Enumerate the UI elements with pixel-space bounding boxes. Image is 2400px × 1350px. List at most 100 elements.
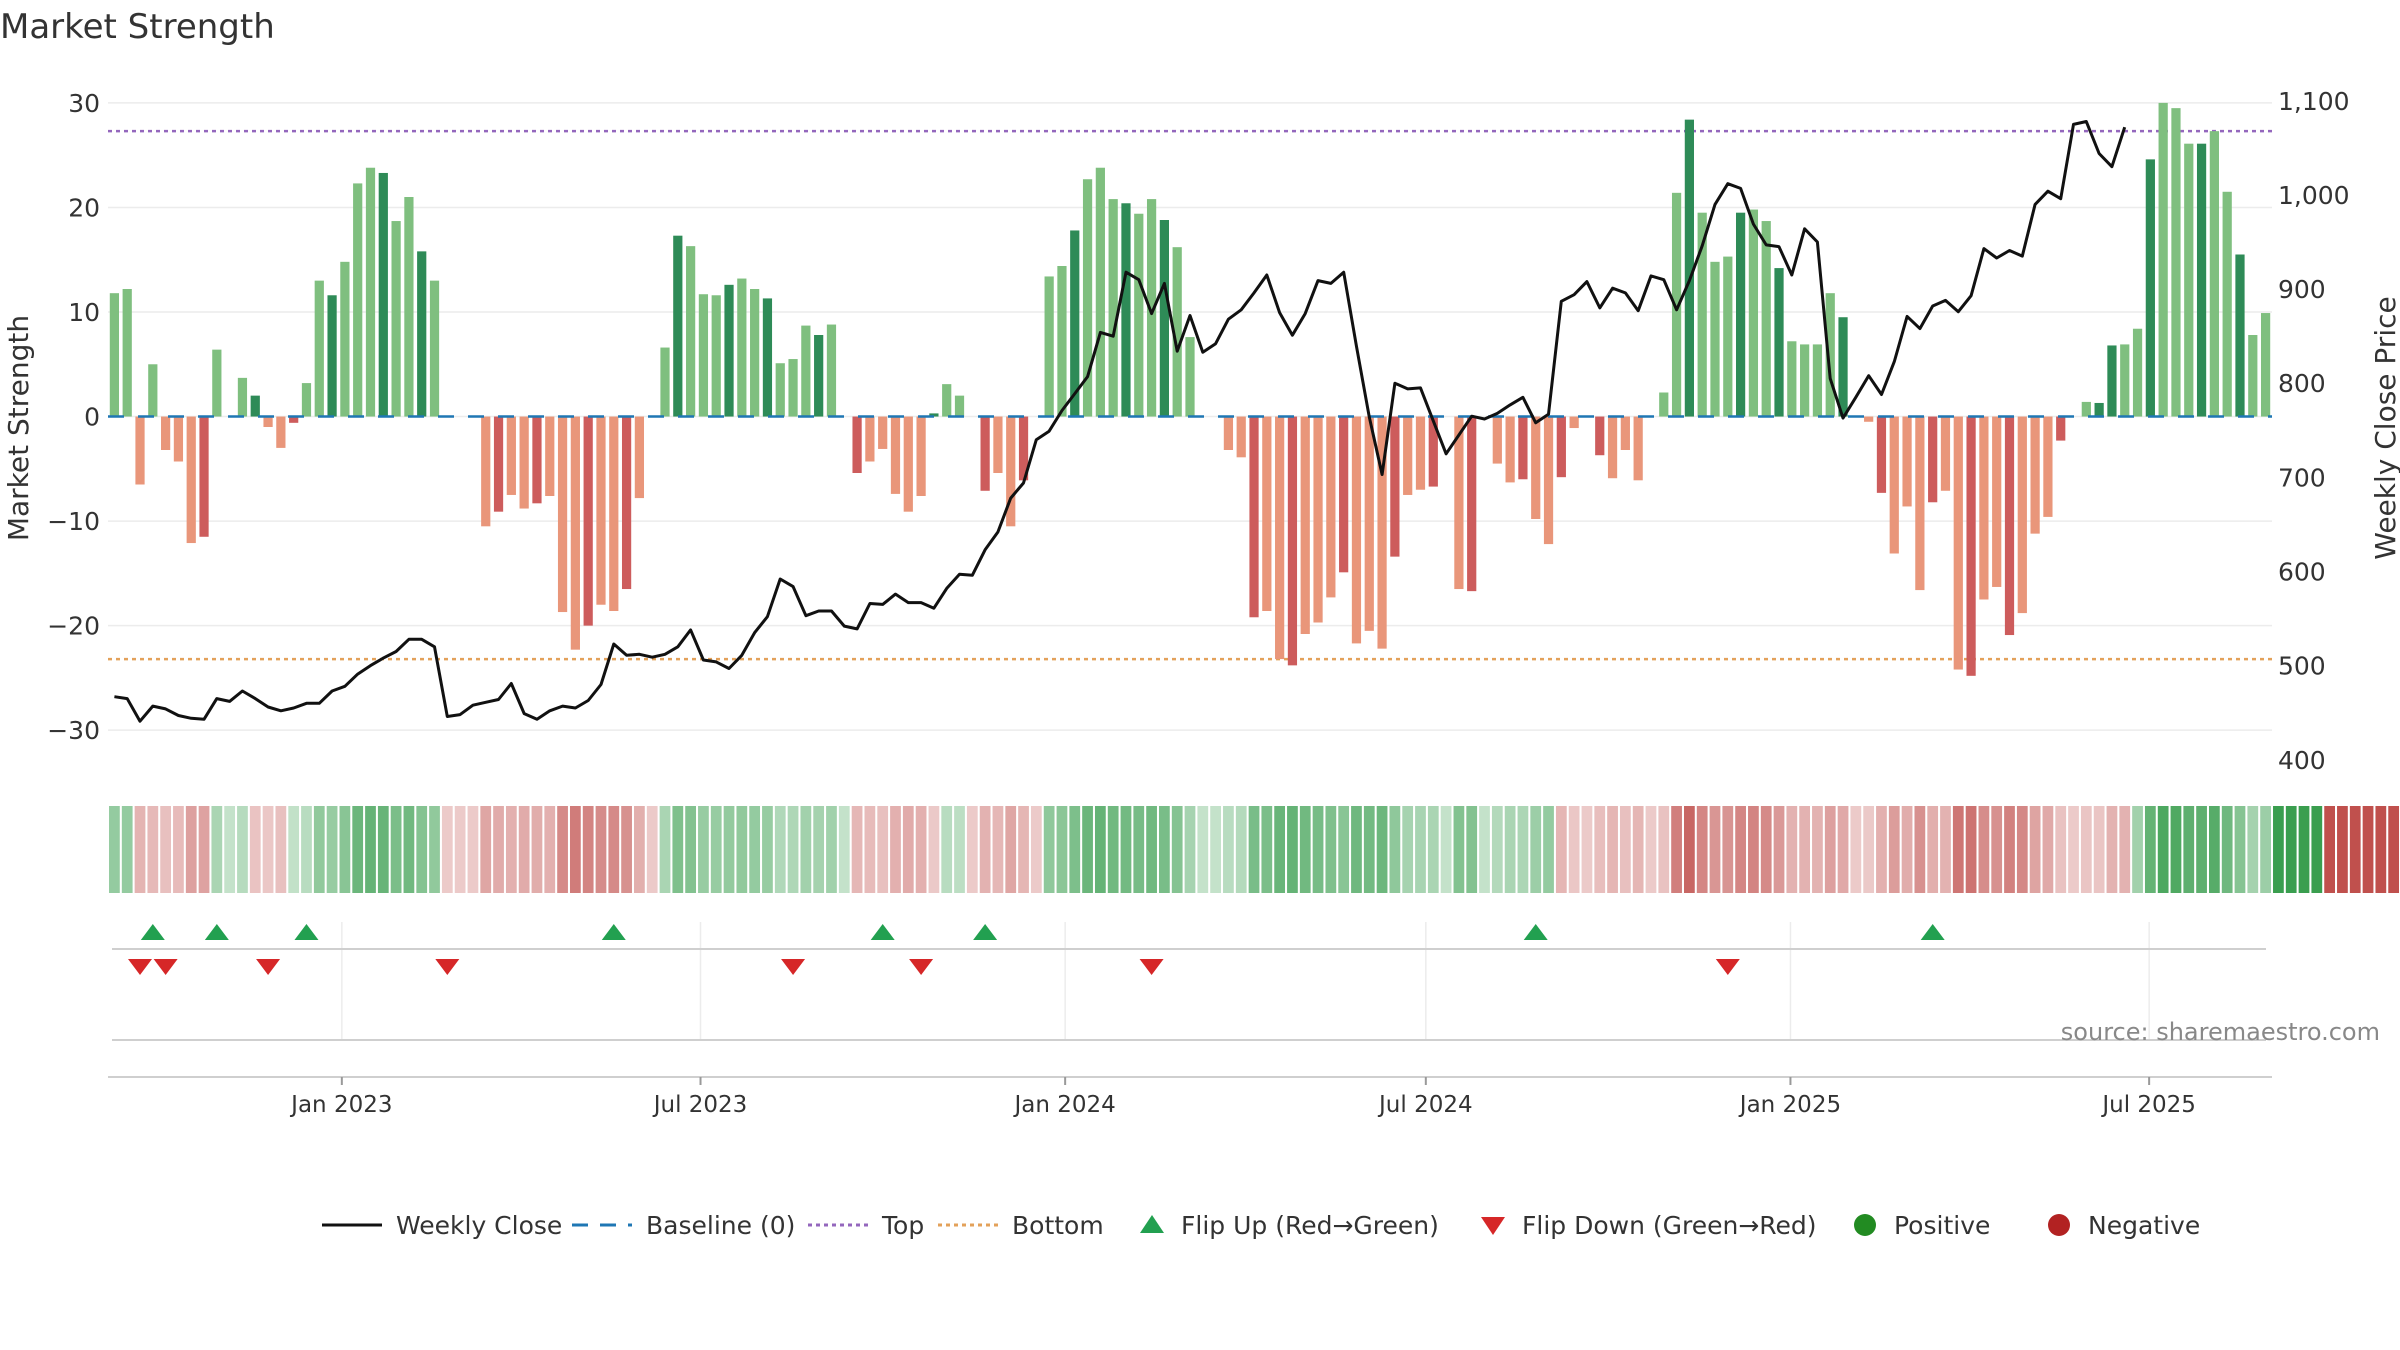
- strength-bar-122: [1671, 192, 1682, 417]
- legend-label-5: Flip Down (Green→Red): [1522, 1211, 1817, 1240]
- strength-bar-20: [365, 167, 376, 417]
- regime-cell-134: [1824, 806, 1836, 893]
- y2-tick-label: 900: [2278, 275, 2326, 304]
- strength-bar-145: [1966, 416, 1976, 676]
- regime-cell-49: [736, 806, 748, 893]
- legend-swatch-5: [1481, 1217, 1505, 1235]
- regime-cell-156: [2106, 806, 2118, 893]
- strength-bar-60: [878, 416, 888, 449]
- regime-cell-145: [1965, 806, 1977, 893]
- regime-cell-48: [723, 806, 735, 893]
- regime-cell-92: [1287, 806, 1298, 893]
- regime-cell-114: [1568, 806, 1580, 893]
- regime-cell-89: [1248, 806, 1260, 893]
- strength-bar-44: [673, 235, 683, 417]
- strength-bar-47: [711, 295, 721, 417]
- strength-bar-101: [1403, 416, 1413, 495]
- strength-bar-51: [762, 298, 773, 417]
- regime-cell-111: [1530, 806, 1542, 893]
- strength-bar-35: [557, 416, 568, 613]
- flip-down-marker: [435, 959, 460, 975]
- regime-cell-69: [992, 806, 1004, 893]
- flip-markers-panel: [112, 924, 2266, 1041]
- strength-bar-131: [1787, 341, 1797, 417]
- regime-cell-62: [902, 806, 914, 893]
- strength-bar-158: [2132, 328, 2143, 417]
- strength-bar-95: [1326, 416, 1336, 598]
- y-axis-right: 1,100 1,000 900 800 700 600 500 400: [2278, 87, 2350, 775]
- strength-bar-112: [1543, 416, 1554, 545]
- flip-down-marker: [781, 959, 806, 975]
- strength-bar-81: [1146, 199, 1157, 417]
- regime-cell-64: [928, 806, 940, 893]
- regime-cell-37: [582, 806, 594, 893]
- regime-cell-143: [1940, 806, 1951, 893]
- regime-cell-157: [2119, 806, 2131, 893]
- strength-bar-90: [1262, 416, 1272, 611]
- regime-cell-77: [1094, 806, 1106, 893]
- regime-cell-132: [1799, 806, 1811, 893]
- strength-bar-75: [1070, 230, 1080, 417]
- y-axis-left: 30 20 10 0 −10 −20 −30: [47, 89, 100, 745]
- strength-bar-121: [1659, 392, 1669, 417]
- strength-bar-99: [1377, 416, 1387, 649]
- legend-swatch-6: [1854, 1214, 1876, 1236]
- regime-cell-101: [1402, 806, 1414, 893]
- regime-cell-45: [685, 806, 696, 893]
- regime-cell-66: [954, 806, 965, 893]
- strength-bar-39: [609, 416, 619, 611]
- strength-bar-30: [493, 416, 504, 512]
- regime-cell-85: [1197, 806, 1209, 893]
- strength-bar-83: [1172, 247, 1182, 417]
- strength-bar-150: [2030, 416, 2040, 534]
- strength-bar-24: [417, 251, 427, 417]
- strength-bar-21: [378, 172, 388, 417]
- regime-cell-1: [121, 806, 133, 893]
- regime-cell-102: [1415, 806, 1426, 893]
- weekly-close-series: [114, 120, 2127, 723]
- y-tick-label: 30: [68, 89, 100, 118]
- regime-cell-122: [1671, 806, 1682, 893]
- strength-bar-105: [1454, 416, 1464, 590]
- strength-bar-92: [1287, 416, 1298, 666]
- strength-bar-41: [634, 416, 645, 499]
- strength-bar-166: [2235, 254, 2245, 417]
- strength-bar-11: [250, 395, 260, 417]
- strength-bar-110: [1518, 416, 1528, 480]
- regime-cell-40: [621, 806, 632, 893]
- x-axis: Jan 2023 Jul 2023 Jan 2024 Jul 2024 Jan 2025…: [108, 1076, 2272, 1118]
- strength-bar-100: [1390, 416, 1400, 557]
- strength-bar-168: [2260, 313, 2271, 417]
- regime-cell-113: [1555, 806, 1567, 893]
- strength-bar-119: [1633, 416, 1643, 481]
- strength-bar-146: [1979, 416, 1989, 600]
- regime-cell-46: [698, 806, 709, 893]
- strength-bar-140: [1902, 416, 1912, 507]
- legend-label-6: Positive: [1894, 1211, 1990, 1240]
- regime-cell-51: [762, 806, 773, 893]
- regime-cell-121: [1658, 806, 1670, 893]
- regime-cell-18: [339, 806, 351, 893]
- regime-cell-129: [1760, 806, 1772, 893]
- regime-cell-168: [2260, 806, 2271, 893]
- regime-cell-52: [774, 806, 786, 893]
- regime-cell-93: [1299, 806, 1311, 893]
- flip-down-marker: [128, 959, 153, 975]
- regime-cell-73: [1043, 806, 1055, 893]
- regime-cell-34: [544, 806, 556, 893]
- flip-up-marker: [870, 924, 895, 940]
- strength-bar-32: [519, 416, 529, 509]
- strength-bar-167: [2248, 335, 2258, 417]
- regime-cell-158: [2132, 806, 2143, 893]
- regime-cell-23: [403, 806, 415, 893]
- legend-label-2: Top: [881, 1211, 924, 1240]
- regime-cell-95: [1325, 806, 1337, 893]
- regime-cell-72: [1030, 806, 1042, 893]
- regime-cell-79: [1120, 806, 1132, 893]
- regime-cell-118: [1619, 806, 1631, 893]
- regime-cell-164: [2209, 806, 2220, 893]
- y2-axis-label: Weekly Close Price: [2369, 296, 2400, 559]
- strength-bar-128: [1748, 209, 1759, 417]
- strength-bar-34: [545, 416, 555, 496]
